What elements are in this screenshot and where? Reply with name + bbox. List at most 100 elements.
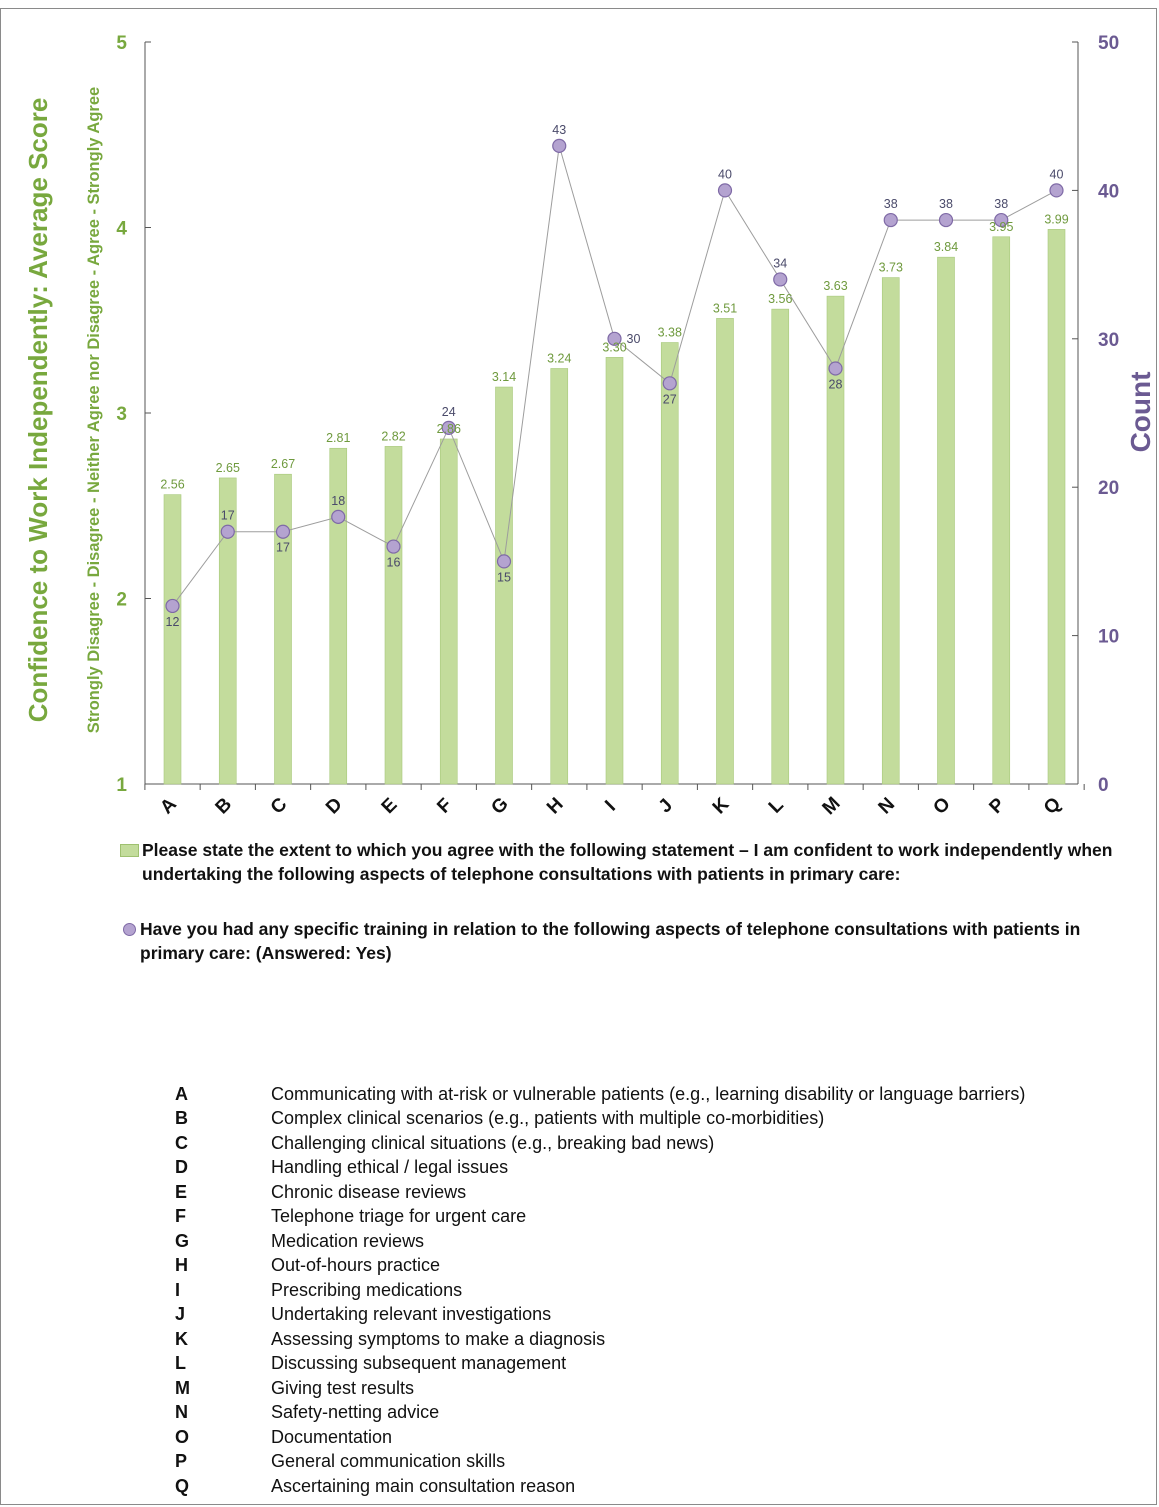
key-letter: Q [175,1475,190,1496]
data-point [607,331,622,346]
bar-value-label: 2.86 [437,422,461,436]
key-letter: F [175,1206,186,1227]
legend-bar-text-1: Please state the extent to which you agr… [142,840,1113,860]
key-letter: L [175,1353,186,1374]
data-point [662,376,677,391]
bar-value-label: 3.99 [1044,212,1068,226]
bar [274,473,292,785]
data-point [773,272,788,287]
key-letter: D [175,1157,188,1178]
key-letter: I [175,1279,181,1300]
key-description: Complex clinical scenarios (e.g., patien… [271,1108,825,1129]
right-tick-label: 40 [1098,181,1119,202]
left-tick-label: 4 [116,219,127,240]
key-letter: M [175,1377,190,1398]
category-key: A Communicating with at-risk or vulnerabl… [175,1082,1025,1499]
bar [550,368,569,785]
bar [218,477,237,785]
data-point [331,509,346,524]
x-tick-label: K [709,794,734,819]
point-value-label: 30 [627,332,641,346]
bar-value-label: 3.14 [492,370,516,384]
key-row: P General communication skills [175,1450,1025,1475]
x-tick-label: Q [1040,793,1065,818]
bar [329,447,348,785]
key-description: General communication skills [271,1451,506,1472]
point-value-label: 24 [442,405,456,419]
bar [992,236,1011,785]
data-point [938,212,954,228]
key-row: D Handling ethical / legal issues [175,1156,1025,1181]
bar-value-label: 3.73 [879,261,903,275]
bar [495,386,513,785]
key-description: Challenging clinical situations (e.g., b… [271,1132,715,1153]
right-tick-label: 0 [1098,775,1109,796]
legend-dot-swatch [123,923,136,936]
key-row: L Discussing subsequent management [175,1352,1025,1377]
point-value-label: 40 [1050,167,1064,181]
key-description: Discussing subsequent management [271,1353,567,1374]
key-letter: B [175,1108,188,1129]
legend-bar-swatch [120,844,139,857]
data-point [717,183,733,198]
bar-value-label: 2.67 [271,457,295,471]
legend-bar-entry: Please state the extent to which you agr… [120,838,1130,886]
bar-value-label: 3.56 [768,292,792,306]
point-value-label: 34 [773,256,787,270]
legend-dot-text-2: primary care: (Answered: Yes) [140,943,392,963]
left-tick-label: 2 [116,590,127,611]
bar-value-label: 3.24 [547,351,571,365]
data-labels: 2.56 2.65 2.67 2.81 2.82 2.86 3.14 3.24 3.30 3.38… [160,123,1068,629]
bar [660,342,679,785]
key-letter: J [175,1304,186,1325]
left-tick-label: 3 [116,404,127,425]
point-value-label: 40 [718,167,732,181]
y2-axis-title: Count [1125,372,1156,453]
x-tick-label: A [156,794,181,819]
key-row: N Safety-netting advice [175,1401,1025,1426]
key-row: M Giving test results [175,1376,1025,1401]
key-letter: O [175,1426,190,1447]
key-description: Communicating with at-risk or vulnerable… [271,1083,1026,1104]
key-row: B Complex clinical scenarios (e.g., patie… [175,1107,1025,1132]
left-tick-label: 5 [116,33,127,54]
bar-value-label: 2.81 [326,431,350,445]
point-value-label: 43 [552,123,566,137]
key-description: Prescribing medications [271,1279,463,1300]
key-row: H Out-of-hours practice [175,1254,1025,1279]
data-point [165,598,180,614]
key-row: C Challenging clinical situations (e.g., … [175,1131,1025,1156]
bar-value-label: 3.38 [658,326,682,340]
bar-value-label: 3.63 [823,279,847,293]
key-letter: N [175,1402,188,1423]
right-tick-label: 10 [1098,627,1119,648]
point-value-label: 16 [387,556,401,570]
key-description: Assessing symptoms to make a diagnosis [271,1328,606,1349]
key-row: A Communicating with at-risk or vulnerabl… [175,1082,1025,1107]
key-row: K Assessing symptoms to make a diagnosis [175,1327,1025,1352]
point-value-label: 38 [994,197,1008,211]
key-row: I Prescribing medications [175,1278,1025,1303]
key-description: Safety-netting advice [271,1402,440,1423]
bar [937,256,955,785]
bar [1047,229,1066,785]
key-description: Giving test results [271,1377,415,1398]
line-series [165,138,1064,614]
data-point [496,554,512,569]
key-row: G Medication reviews [175,1229,1025,1254]
right-tick-label: 30 [1098,330,1119,351]
point-value-label: 18 [331,494,345,508]
x-tick-label: D [322,794,347,819]
bar-series [163,229,1066,785]
bar [163,494,182,785]
key-letter: C [175,1132,188,1153]
bar-value-label: 3.51 [713,301,737,315]
x-tick-label: N [875,794,900,819]
bar [439,438,458,785]
bar [716,318,734,785]
x-tick-label: H [543,794,568,819]
key-row: F Telephone triage for urgent care [175,1205,1025,1230]
key-description: Undertaking relevant investigations [271,1304,552,1325]
data-point [220,524,235,539]
right-tick-label: 20 [1098,478,1119,499]
